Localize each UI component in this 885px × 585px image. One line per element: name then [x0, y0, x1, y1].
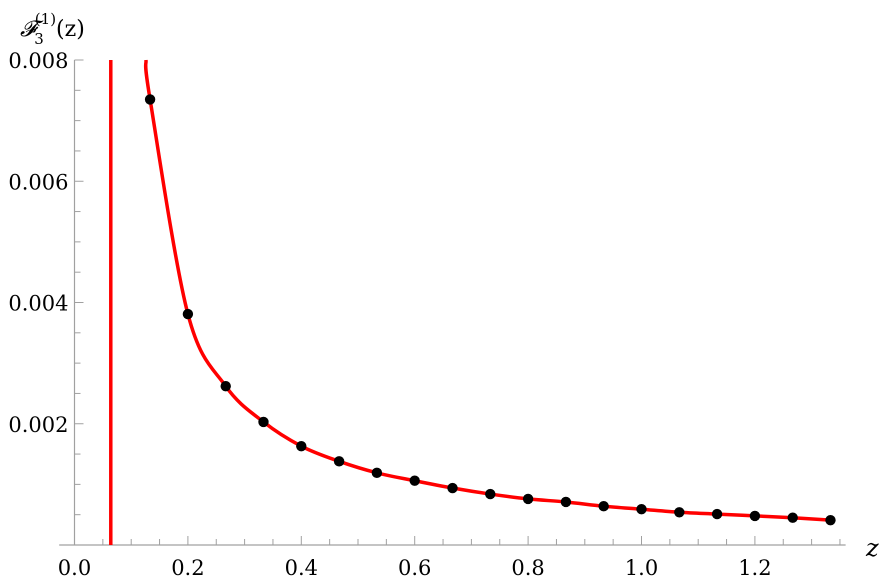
- data-point: [296, 440, 307, 452]
- data-point: [674, 507, 685, 518]
- data-point: [371, 467, 383, 479]
- data-point: [220, 380, 231, 392]
- y-axis-label-sub: 3: [34, 30, 44, 48]
- data-point: [409, 475, 420, 486]
- y-axis-label-sup: (1): [35, 10, 56, 28]
- data-point: [182, 308, 194, 320]
- data-point: [333, 456, 345, 467]
- x-tick-label: 0.4: [285, 556, 318, 580]
- data-point: [447, 482, 458, 494]
- x-tick-label: 0.6: [398, 556, 431, 580]
- data-point: [787, 512, 798, 523]
- data-point: [560, 496, 572, 508]
- data-point: [485, 488, 496, 500]
- data-point: [522, 493, 534, 505]
- marks: [109, 59, 836, 545]
- y-tick-label: 0.002: [8, 413, 68, 437]
- x-tick-label: 0.8: [511, 556, 544, 580]
- data-point: [258, 416, 269, 428]
- data-point: [636, 504, 647, 515]
- y-axis-label-arg: (z): [56, 17, 85, 42]
- data-point: [711, 508, 723, 520]
- data-point: [749, 510, 761, 522]
- x-tick-label: 1.0: [625, 556, 658, 580]
- axes: 0.0 0.2 0.4 0.6 0.8 1.0 1.2 0.002 0.004 0.006 0.00…: [8, 49, 846, 580]
- y-tick-label: 0.008: [8, 49, 68, 73]
- data-point: [598, 501, 609, 512]
- x-tick-label: 1.2: [738, 556, 771, 580]
- x-axis-label: z: [865, 534, 879, 562]
- y-axis-label: 𝓕3(1)(z): [20, 10, 85, 48]
- y-tick-label: 0.006: [8, 170, 68, 194]
- x-tick-label: 0.2: [171, 556, 204, 580]
- data-point: [144, 94, 156, 105]
- x-tick-label: 0.0: [58, 556, 91, 580]
- curve-line: [143, 59, 831, 522]
- y-tick-label: 0.004: [8, 292, 68, 316]
- data-point: [825, 514, 836, 526]
